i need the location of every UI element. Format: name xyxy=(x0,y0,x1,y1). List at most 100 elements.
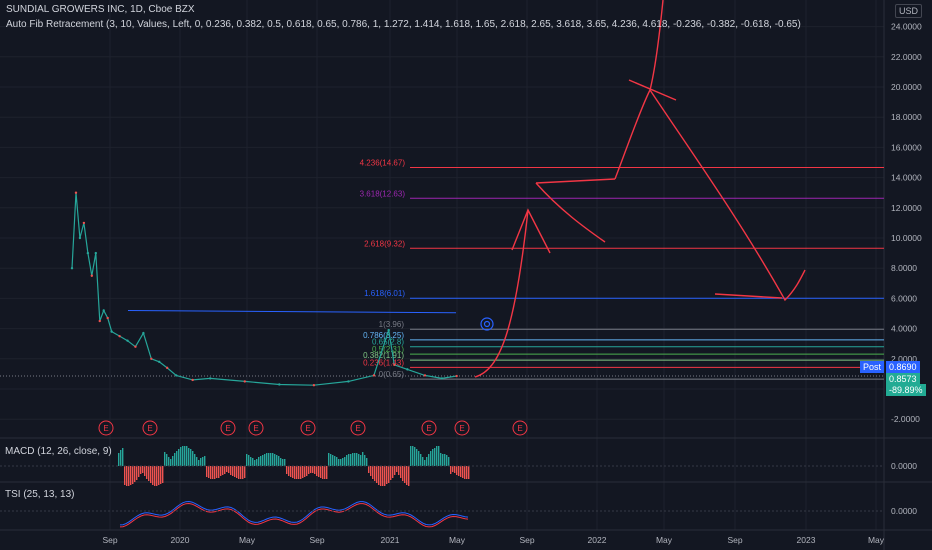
earnings-icon xyxy=(454,420,470,436)
y-tick-label: 14.0000 xyxy=(891,173,922,183)
macd-bar xyxy=(452,466,454,472)
macd-bar xyxy=(214,466,216,479)
macd-bar xyxy=(198,460,200,466)
symbol-title[interactable]: SUNDIAL GROWERS INC, 1D, Cboe BZX xyxy=(6,4,195,15)
price-point xyxy=(209,377,212,380)
macd-pane: 0.0000 xyxy=(0,446,917,486)
price-point xyxy=(134,345,137,348)
macd-bar xyxy=(320,466,322,478)
macd-bar xyxy=(256,459,258,466)
macd-bar xyxy=(462,466,464,478)
macd-bar xyxy=(436,446,438,466)
macd-bar xyxy=(396,466,398,472)
drawn-stroke xyxy=(535,178,616,184)
time-axis[interactable]: Sep 2020 May Sep 2021 May Sep 2022 May Sep 2023 May xyxy=(102,535,884,545)
macd-bar xyxy=(124,466,126,485)
earnings-icon xyxy=(421,420,437,436)
price-series xyxy=(70,191,458,387)
price-point xyxy=(393,363,396,367)
tsi-tick: 0.0000 xyxy=(891,506,917,516)
macd-bar xyxy=(326,466,328,479)
fib-label: 0.786(3.25) xyxy=(363,331,404,340)
macd-bar xyxy=(464,466,466,479)
y-tick-label: 24.0000 xyxy=(891,22,922,32)
macd-bar xyxy=(384,466,386,486)
macd-bar xyxy=(218,466,220,478)
macd-bar xyxy=(368,466,370,473)
horizontal-ray xyxy=(127,309,457,314)
drawn-spiral xyxy=(480,317,494,331)
x-tick-label: 2020 xyxy=(171,535,190,545)
drawn-spiral-inner xyxy=(483,320,491,328)
macd-bar xyxy=(380,466,382,486)
earnings-icon xyxy=(512,420,528,436)
macd-bar xyxy=(152,466,154,485)
price-axis[interactable]: -2.00000.00002.00004.00006.00008.000010.… xyxy=(891,22,922,425)
macd-bar xyxy=(314,466,316,474)
price-point xyxy=(106,316,109,320)
macd-bar xyxy=(248,455,250,466)
macd-bar xyxy=(410,446,412,466)
price-point xyxy=(118,334,121,338)
indicator-legend[interactable]: Auto Fib Retracement (3, 10, Values, Lef… xyxy=(6,19,801,30)
macd-bar xyxy=(466,466,468,479)
macd-bar xyxy=(288,466,290,476)
earnings-icon xyxy=(300,420,316,436)
macd-bar xyxy=(178,449,180,466)
macd-bar xyxy=(158,466,160,485)
macd-bar xyxy=(332,455,334,466)
price-point xyxy=(387,328,390,332)
macd-bar xyxy=(392,466,394,478)
macd-bar xyxy=(192,451,194,466)
x-tick-label: Sep xyxy=(727,535,742,545)
macd-bar xyxy=(204,456,206,466)
macd-bar xyxy=(166,454,168,466)
macd-bar xyxy=(262,455,264,466)
drawn-stroke xyxy=(511,208,551,254)
macd-bar xyxy=(460,466,462,477)
macd-label[interactable]: MACD (12, 26, close, 9) xyxy=(5,446,112,457)
macd-bar xyxy=(418,451,420,466)
drawn-stroke xyxy=(474,209,529,378)
macd-bar xyxy=(446,455,448,466)
y-tick-label: 8.0000 xyxy=(891,263,917,273)
y-tick-label: 4.0000 xyxy=(891,324,917,334)
macd-bar xyxy=(228,466,230,473)
macd-bar xyxy=(270,453,272,466)
x-tick-label: May xyxy=(449,535,466,545)
macd-bar xyxy=(238,466,240,479)
macd-bar xyxy=(354,453,356,466)
earnings-marker-label: E xyxy=(426,424,431,433)
fib-label: 0.5(2.31) xyxy=(372,345,404,354)
macd-bar xyxy=(266,453,268,466)
fib-label: 2.618(9.32) xyxy=(364,239,405,248)
macd-bar xyxy=(246,454,248,466)
macd-bar xyxy=(468,466,470,479)
x-tick-label: May xyxy=(656,535,673,545)
macd-bar xyxy=(172,456,174,466)
macd-bar xyxy=(428,454,430,466)
fib-label: 0(0.65) xyxy=(379,370,405,379)
earnings-marker-label: E xyxy=(253,424,258,433)
macd-bar xyxy=(210,466,212,479)
y-tick-label: 20.0000 xyxy=(891,82,922,92)
macd-bar xyxy=(280,458,282,466)
fib-label: 1.618(6.01) xyxy=(364,289,405,298)
earnings-marker-label: E xyxy=(225,424,230,433)
macd-bar xyxy=(330,454,332,466)
macd-bar xyxy=(148,466,150,481)
tsi-label[interactable]: TSI (25, 13, 13) xyxy=(5,489,75,500)
macd-bar xyxy=(160,466,162,484)
x-tick-label: May xyxy=(868,535,885,545)
macd-bar xyxy=(440,453,442,466)
post-price-tag: 0.8690 xyxy=(886,361,920,373)
macd-bar xyxy=(250,457,252,466)
macd-bar xyxy=(134,466,136,482)
macd-bar xyxy=(268,453,270,466)
macd-bar xyxy=(350,454,352,466)
currency-badge[interactable]: USD xyxy=(894,4,922,18)
macd-bar xyxy=(170,459,172,466)
price-point xyxy=(90,274,94,277)
macd-bar xyxy=(142,466,144,473)
